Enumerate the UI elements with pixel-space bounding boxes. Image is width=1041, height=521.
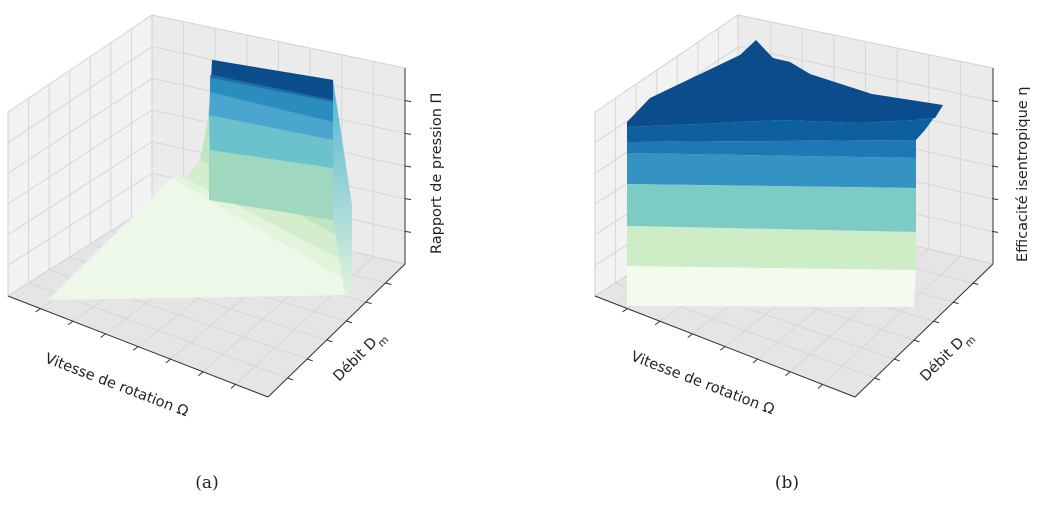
z-tick-b	[991, 230, 999, 233]
surface-b-band-6	[627, 184, 916, 232]
y-tick-b	[893, 358, 900, 362]
caption-a: (a)	[195, 473, 218, 493]
caption-b: (b)	[775, 473, 799, 493]
surface-a-band-1	[48, 178, 345, 300]
panel-a: Vitesse de rotation Ω Débit Dm Rapport d…	[6, 14, 445, 493]
x-tick-a	[67, 320, 74, 326]
x-tick-b	[752, 358, 758, 364]
x-tick-a	[198, 371, 204, 377]
y-tick-b	[952, 301, 959, 305]
gridline-a	[7, 77, 153, 174]
surface-a-top-shade	[212, 60, 333, 100]
y-tick-a	[385, 282, 392, 285]
surface-a-ridge-2	[209, 108, 333, 168]
surface-b-band-8	[627, 140, 916, 158]
surface-a-ridge-4	[210, 75, 333, 122]
z-tick-b	[991, 198, 999, 201]
x-tick-b	[785, 371, 791, 377]
gridline-a	[7, 172, 153, 266]
surface-b-band-9	[627, 105, 943, 142]
y-tick-b	[913, 339, 920, 343]
x-tick-b	[817, 384, 823, 389]
z-tick-a	[404, 165, 412, 168]
y-tick-b	[972, 282, 979, 285]
x-axis-label-b: Vitesse de rotation Ω	[629, 349, 777, 418]
x-tick-a	[230, 384, 236, 389]
x-tick-a	[165, 358, 171, 364]
x-tick-a	[132, 346, 139, 351]
y-tick-a	[326, 339, 333, 343]
x-tick-a	[35, 308, 41, 313]
gridline-a	[7, 109, 153, 205]
z-tick-a	[404, 100, 412, 103]
z-tick-b	[991, 132, 999, 135]
ticks-a	[35, 100, 412, 389]
x-tick-b	[654, 320, 661, 326]
z-axis-label-b: Efficacité isentropique η	[1015, 87, 1031, 263]
z-axis-label-a: Rapport de pression Π	[429, 93, 445, 254]
surface-b	[627, 40, 943, 307]
gridline-a	[7, 46, 153, 144]
surface-b-band-5	[627, 226, 916, 270]
y-axis-label-a: Débit Dm	[331, 328, 392, 389]
surface-a-side	[333, 80, 352, 295]
y-tick-a	[287, 377, 294, 381]
z-tick-b	[991, 165, 999, 168]
z-tick-a	[404, 132, 412, 135]
surface-a	[48, 60, 352, 300]
z-tick-a	[404, 198, 412, 201]
y-tick-b	[933, 320, 940, 324]
y-axis-line-a	[267, 263, 406, 398]
y-tick-b	[874, 377, 881, 381]
gridline-b	[738, 46, 993, 102]
x-tick-a	[100, 333, 106, 338]
y-tick-a	[365, 301, 372, 305]
surface-a-ridge-3	[209, 90, 333, 140]
x-tick-b	[687, 333, 693, 338]
y-tick-a	[306, 358, 313, 362]
panel-b: Vitesse de rotation Ω Débit Dm Efficacit…	[593, 14, 1031, 493]
y-axis-label-b: Débit Dm	[918, 328, 979, 389]
surface-b-top	[627, 40, 943, 127]
surface-b-band-4	[627, 266, 916, 307]
ticks-b	[622, 100, 999, 389]
x-tick-b	[719, 346, 726, 351]
surface-b-band-7	[627, 153, 916, 188]
x-tick-b	[622, 308, 628, 313]
z-tick-b	[991, 100, 999, 103]
z-tick-a	[404, 230, 412, 233]
gridline-a	[7, 141, 153, 236]
y-tick-a	[346, 320, 353, 324]
gridline-b	[822, 256, 961, 385]
y-axis-line-b	[854, 263, 994, 398]
